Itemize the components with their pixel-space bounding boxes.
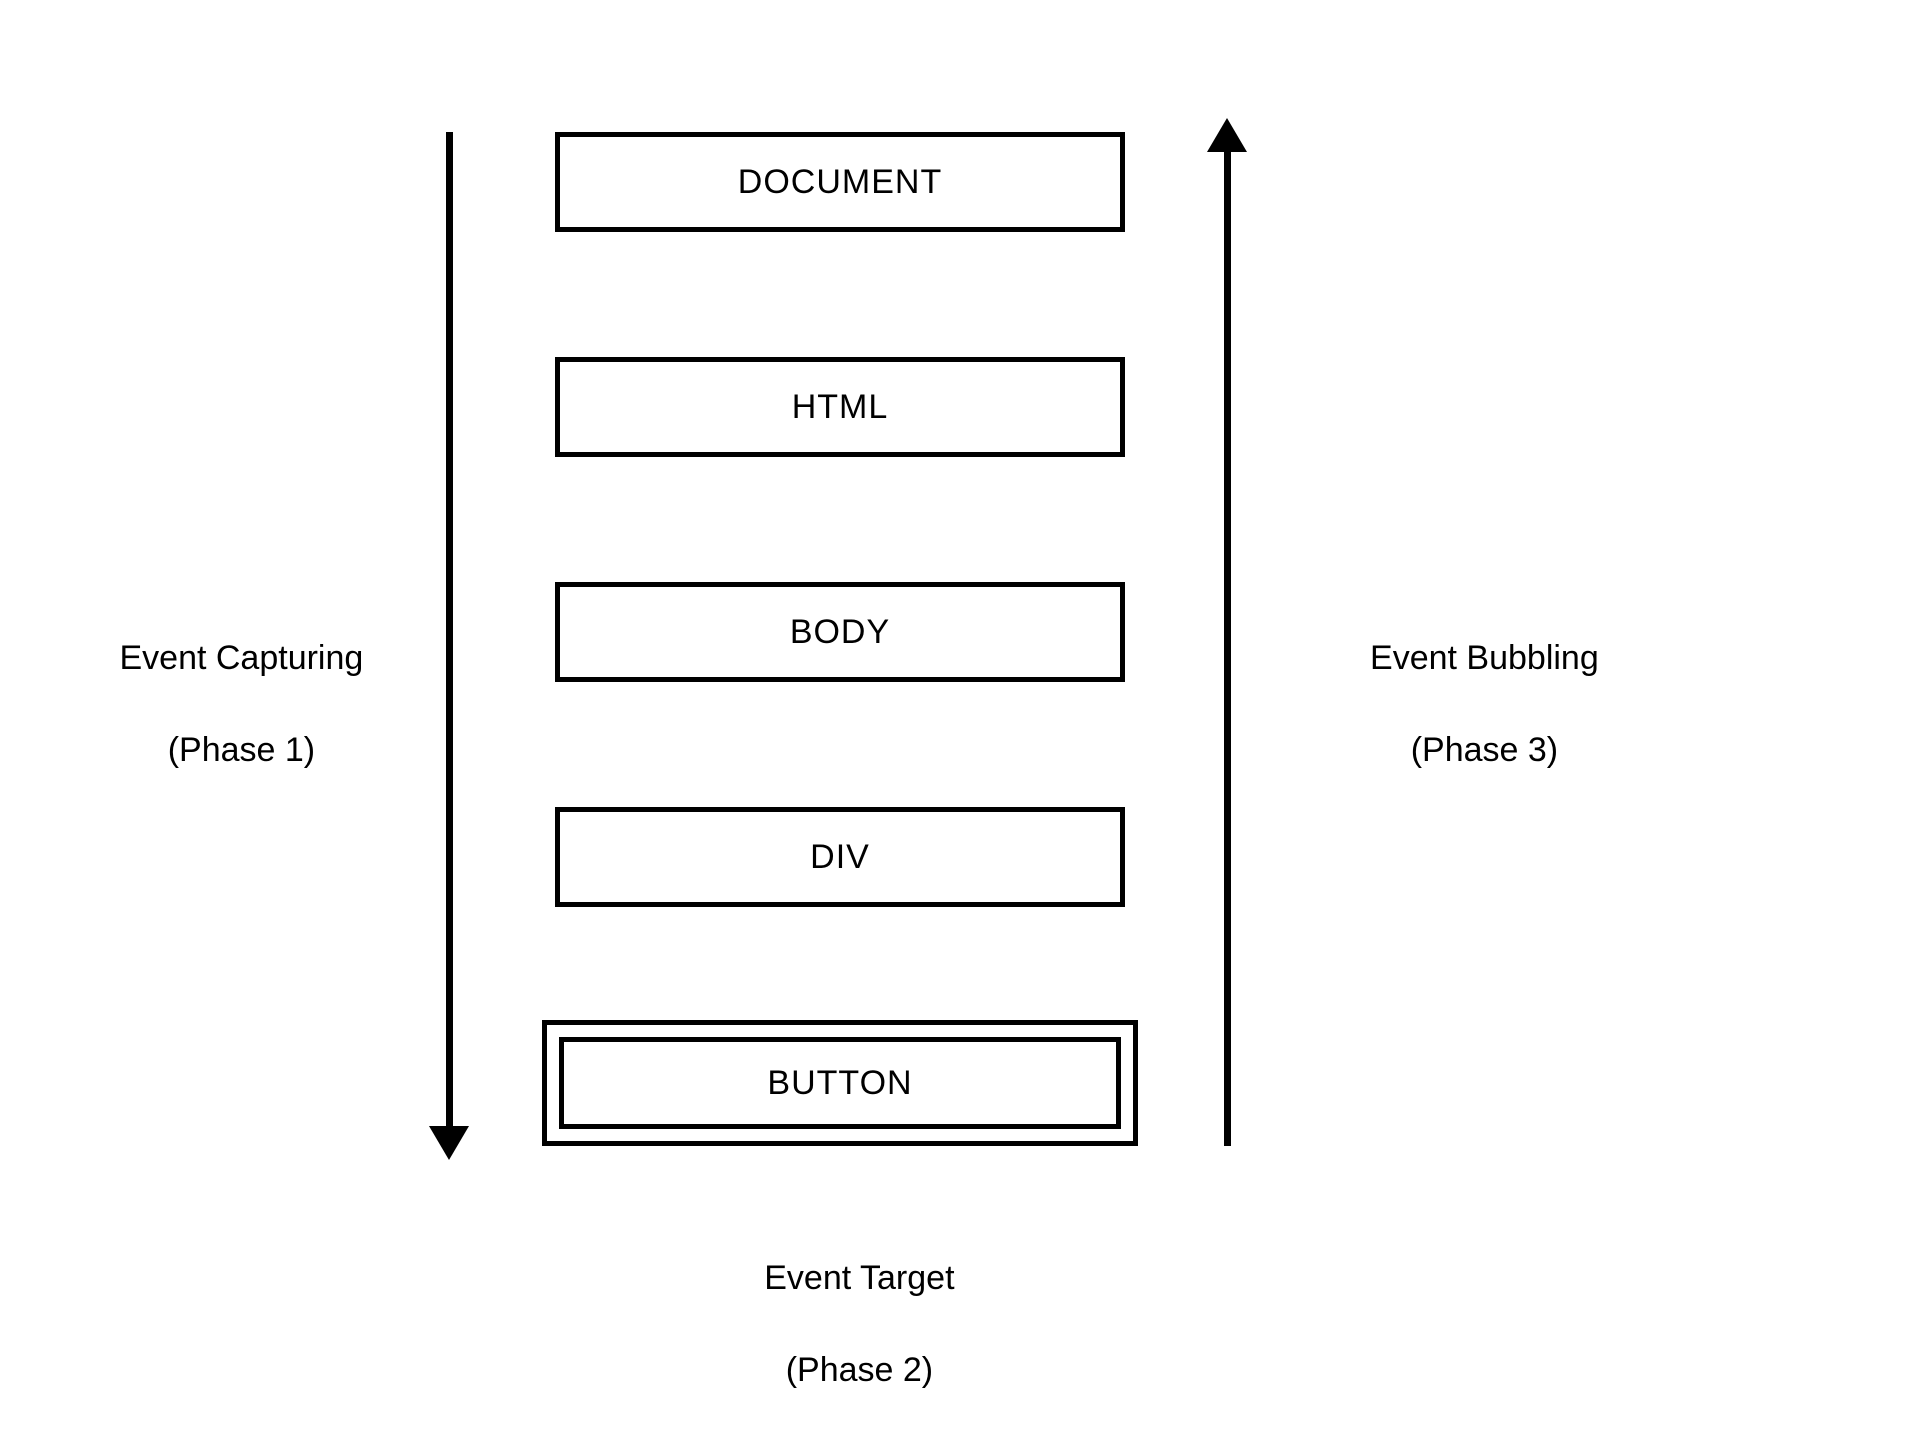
label-capturing-line1: Event Capturing xyxy=(119,639,363,677)
event-propagation-diagram: DOCUMENT HTML BODY DIV BUTTON Event Capt… xyxy=(0,0,1920,1440)
node-button-inner: BUTTON xyxy=(559,1037,1121,1129)
node-button-label: BUTTON xyxy=(767,1064,912,1103)
label-bubbling-line1: Event Bubbling xyxy=(1370,639,1599,677)
label-capturing-line2: (Phase 1) xyxy=(168,731,315,769)
node-document: DOCUMENT xyxy=(555,132,1125,232)
label-target-line1: Event Target xyxy=(764,1259,954,1297)
node-html: HTML xyxy=(555,357,1125,457)
node-document-label: DOCUMENT xyxy=(738,163,942,202)
arrow-bubbling-line xyxy=(1224,146,1231,1146)
label-capturing: Event Capturing (Phase 1) xyxy=(60,590,385,819)
label-target: Event Target (Phase 2) xyxy=(678,1210,1003,1439)
label-bubbling: Event Bubbling (Phase 3) xyxy=(1303,590,1628,819)
label-bubbling-line2: (Phase 3) xyxy=(1411,731,1558,769)
arrow-capturing-line xyxy=(446,132,453,1132)
node-div: DIV xyxy=(555,807,1125,907)
node-button-outer: BUTTON xyxy=(542,1020,1138,1146)
node-div-label: DIV xyxy=(810,838,870,877)
node-body: BODY xyxy=(555,582,1125,682)
node-body-label: BODY xyxy=(790,613,890,652)
arrow-capturing-head xyxy=(429,1126,469,1160)
label-target-line2: (Phase 2) xyxy=(786,1351,933,1389)
node-html-label: HTML xyxy=(792,388,889,427)
arrow-bubbling-head xyxy=(1207,118,1247,152)
